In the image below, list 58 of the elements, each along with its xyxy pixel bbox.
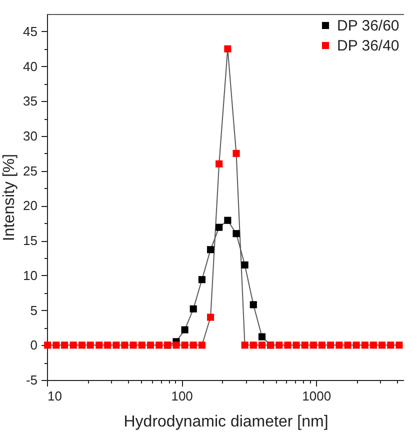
point: [344, 342, 352, 349]
point: [258, 342, 266, 349]
y-tick-label: 5: [30, 302, 38, 318]
point: [104, 342, 112, 349]
point: [387, 342, 394, 349]
point: [310, 342, 317, 349]
legend-label: DP 36/60: [337, 18, 400, 34]
point: [181, 342, 188, 349]
point: [361, 342, 368, 349]
point: [216, 160, 223, 168]
point: [318, 342, 326, 349]
y-tick-label: 35: [23, 94, 38, 109]
x-tick-label: 100: [171, 388, 193, 404]
point: [112, 342, 120, 349]
y-tick-label: 10: [23, 268, 38, 283]
point: [138, 342, 146, 349]
point: [206, 314, 214, 321]
point: [146, 342, 154, 349]
point: [276, 342, 283, 349]
point: [396, 342, 403, 349]
point: [250, 342, 257, 349]
point: [284, 342, 292, 349]
point: [224, 45, 232, 52]
y-axis-title: Intensity [%]: [1, 154, 18, 242]
y-tick-label: -5: [26, 372, 38, 388]
point: [70, 342, 77, 349]
point: [61, 342, 68, 349]
point: [172, 342, 180, 349]
point: [96, 342, 103, 349]
legend-label: DP 36/40: [337, 38, 400, 54]
point: [130, 342, 137, 349]
point: [190, 342, 197, 349]
y-tick-label: 15: [23, 233, 38, 248]
x-tick-label: 1000: [302, 388, 332, 404]
point: [352, 342, 360, 349]
point: [52, 342, 60, 349]
y-tick-label: 25: [23, 163, 38, 178]
point: [86, 342, 94, 349]
point: [232, 150, 240, 157]
y-tick-label: 45: [23, 24, 38, 39]
y-tick-label: 20: [23, 198, 38, 214]
point: [292, 342, 300, 349]
x-axis-title: Hydrodynamic diameter [nm]: [124, 414, 328, 430]
point: [378, 342, 386, 349]
point: [121, 342, 128, 349]
point: [44, 342, 52, 349]
y-tick-label: 0: [30, 338, 38, 353]
x-tick-label: 10: [48, 388, 62, 404]
point: [336, 342, 343, 349]
point: [327, 342, 334, 349]
y-tick-label: 40: [23, 58, 38, 74]
point: [370, 342, 378, 349]
point: [241, 342, 248, 349]
y-tick-label: 30: [23, 128, 38, 144]
point: [198, 342, 206, 349]
point: [301, 342, 308, 349]
point: [78, 342, 86, 349]
point: [156, 342, 163, 349]
